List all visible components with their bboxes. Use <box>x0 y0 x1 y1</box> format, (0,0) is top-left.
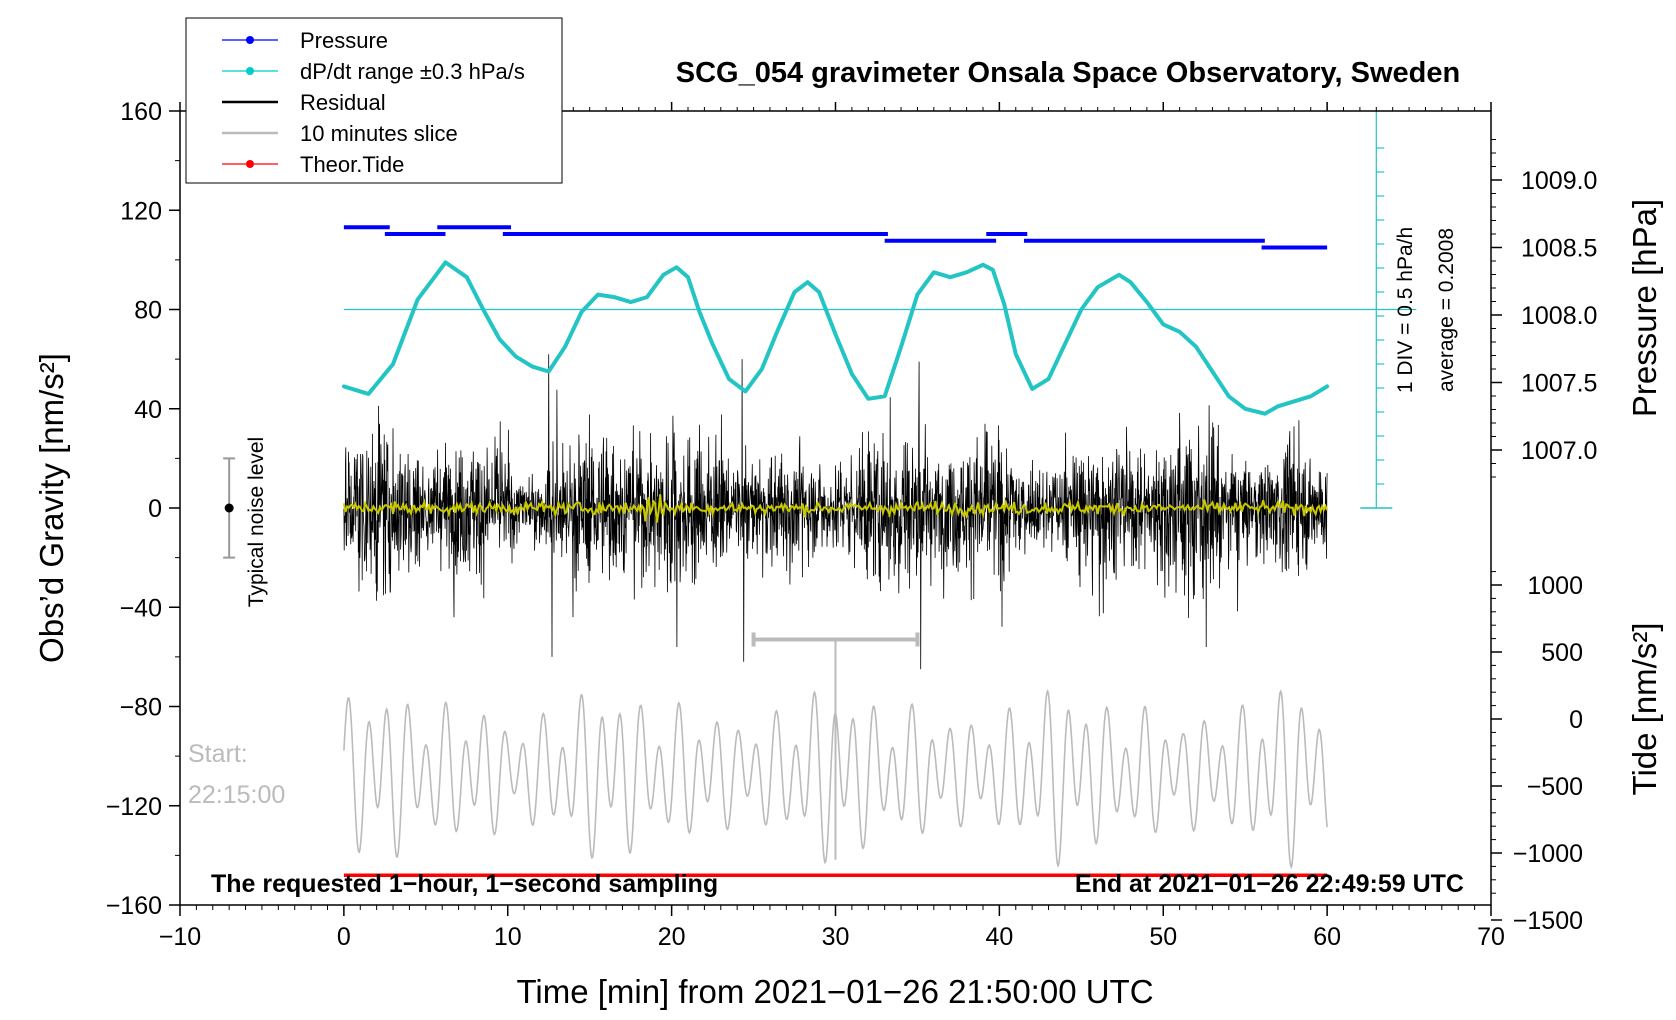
y-tick-label: −40 <box>120 594 162 622</box>
noise-level-label: Typical noise level <box>245 437 268 607</box>
chart-title: SCG_054 gravimeter Onsala Space Observat… <box>676 57 1460 89</box>
tide-tick-label: −1500 <box>1513 907 1583 935</box>
x-tick-label: 40 <box>985 923 1013 951</box>
start-time: 22:15:00 <box>188 781 285 809</box>
pressure-tick-label: 1008.0 <box>1521 302 1597 330</box>
y-tick-label: 120 <box>120 197 162 225</box>
x-tick-label: −10 <box>159 923 201 951</box>
legend-box <box>185 17 563 184</box>
y-tick-label: −80 <box>120 694 162 722</box>
legend-swatch-dot <box>246 36 254 44</box>
y-axis-title-tide: Tide [nm/s²] <box>1626 623 1663 796</box>
legend-swatch-dot <box>246 160 254 168</box>
residual-series-line <box>343 354 1328 670</box>
x-tick-label: 70 <box>1477 923 1505 951</box>
x-tick-label: 10 <box>494 923 522 951</box>
y-axis-title-pressure: Pressure [hPa] <box>1626 199 1663 417</box>
pressure-tick-label: 1007.5 <box>1521 370 1597 398</box>
legend-swatch-dot <box>246 67 254 75</box>
tide-tick-label: 1000 <box>1527 572 1583 600</box>
series-layer <box>223 111 1417 877</box>
tide-tick-label: −500 <box>1527 773 1583 801</box>
tide-tick-label: −1000 <box>1513 840 1583 868</box>
pressure-tick-label: 1007.0 <box>1521 437 1597 465</box>
y-tick-label: 160 <box>120 98 162 126</box>
x-tick-label: 20 <box>658 923 686 951</box>
legend-label: 10 minutes slice <box>300 121 458 146</box>
x-axis-title: Time [min] from 2021−01−26 21:50:00 UTC <box>516 973 1153 1010</box>
x-tick-label: 50 <box>1149 923 1177 951</box>
end-time-note: End at 2021−01−26 22:49:59 UTC <box>1075 870 1464 898</box>
axis-layer: −10 0 10 20 30 40 50 60 70 160 120 80 40 0 −40 −80 −120 −… <box>106 98 1598 951</box>
y-tick-label: 0 <box>148 495 162 523</box>
legend: Pressure dP/dt range ±0.3 hPa/s Residual 10… <box>185 17 563 184</box>
legend-items: Pressure dP/dt range ±0.3 hPa/s Residual 10… <box>222 28 525 177</box>
y-tick-label: 80 <box>134 297 162 325</box>
y-tick-label: 40 <box>134 396 162 424</box>
tide-tick-label: 0 <box>1569 706 1583 734</box>
smoothed-series-line <box>342 494 1329 523</box>
dpdt-series-line <box>341 260 1330 416</box>
pressure-tick-label: 1009.0 <box>1521 167 1597 195</box>
y-tick-label: −160 <box>106 892 162 920</box>
legend-label: Pressure <box>300 28 388 53</box>
pressure-tick-label: 1008.5 <box>1521 235 1597 263</box>
y-axis-title-left: Obs’d Gravity [nm/s²] <box>33 353 70 663</box>
x-tick-label: 0 <box>337 923 351 951</box>
x-tick-label: 60 <box>1313 923 1341 951</box>
tide-tick-label: 500 <box>1541 639 1583 667</box>
start-label: Start: <box>188 740 248 768</box>
sampling-note: The requested 1−hour, 1−second sampling <box>211 870 718 898</box>
x-tick-label: 30 <box>822 923 850 951</box>
average-note: average = 0.2008 <box>1435 228 1458 392</box>
y-tick-label: −120 <box>106 793 162 821</box>
legend-label: Theor.Tide <box>300 152 404 177</box>
legend-label: Residual <box>300 90 386 115</box>
div-note: 1 DIV = 0.5 hPa/h <box>1394 227 1417 393</box>
noise-level-center <box>224 503 234 513</box>
legend-label: dP/dt range ±0.3 hPa/s <box>300 59 525 84</box>
